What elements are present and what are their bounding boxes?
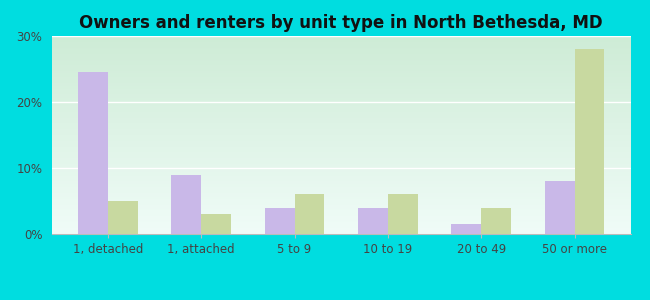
Bar <box>294 194 324 234</box>
Bar <box>358 208 388 234</box>
Bar <box>575 49 604 234</box>
Bar <box>388 194 418 234</box>
Bar <box>108 201 138 234</box>
Bar <box>451 224 481 234</box>
Bar <box>78 72 108 234</box>
Title: Owners and renters by unit type in North Bethesda, MD: Owners and renters by unit type in North… <box>79 14 603 32</box>
Bar <box>172 175 202 234</box>
Bar <box>481 208 511 234</box>
Bar <box>265 208 294 234</box>
Bar <box>545 181 575 234</box>
Bar <box>202 214 231 234</box>
